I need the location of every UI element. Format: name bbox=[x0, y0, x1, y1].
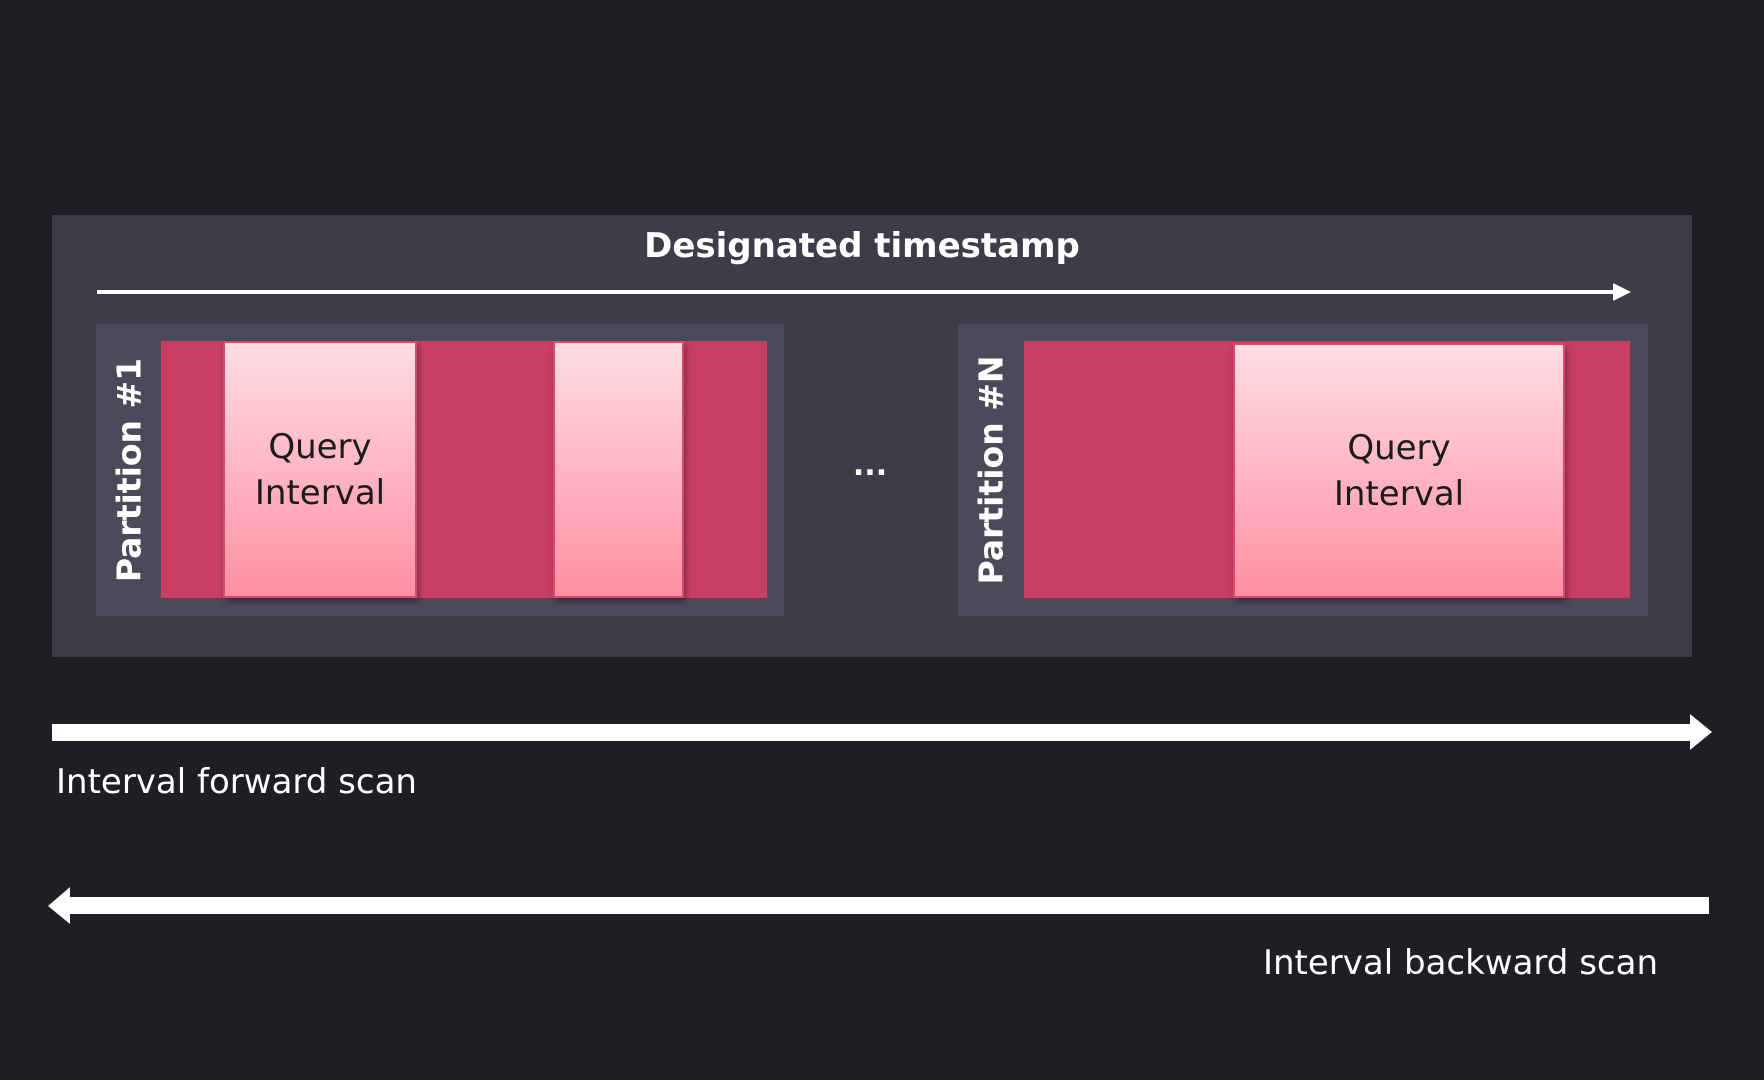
partition-n-query-interval: Query Interval bbox=[1233, 343, 1565, 598]
partition-1-query-interval-2 bbox=[553, 341, 684, 598]
forward-scan-label: Interval forward scan bbox=[56, 762, 417, 802]
partition-n-label: Partition #N bbox=[971, 355, 1011, 585]
backward-scan-arrow bbox=[48, 887, 1709, 924]
forward-scan-arrow bbox=[52, 714, 1712, 750]
query-label: Query bbox=[268, 426, 372, 467]
diagram-title: Designated timestamp bbox=[644, 226, 1080, 266]
partition-1-label: Partition #1 bbox=[109, 357, 149, 583]
query-label: Query bbox=[1347, 427, 1451, 468]
partition-1-query-interval: Query Interval bbox=[223, 341, 417, 598]
ellipsis: ... bbox=[852, 448, 888, 483]
timestamp-arrow bbox=[97, 283, 1631, 301]
interval-label: Interval bbox=[254, 472, 386, 513]
backward-scan-label: Interval backward scan bbox=[1262, 943, 1658, 983]
interval-label: Interval bbox=[1333, 473, 1465, 514]
